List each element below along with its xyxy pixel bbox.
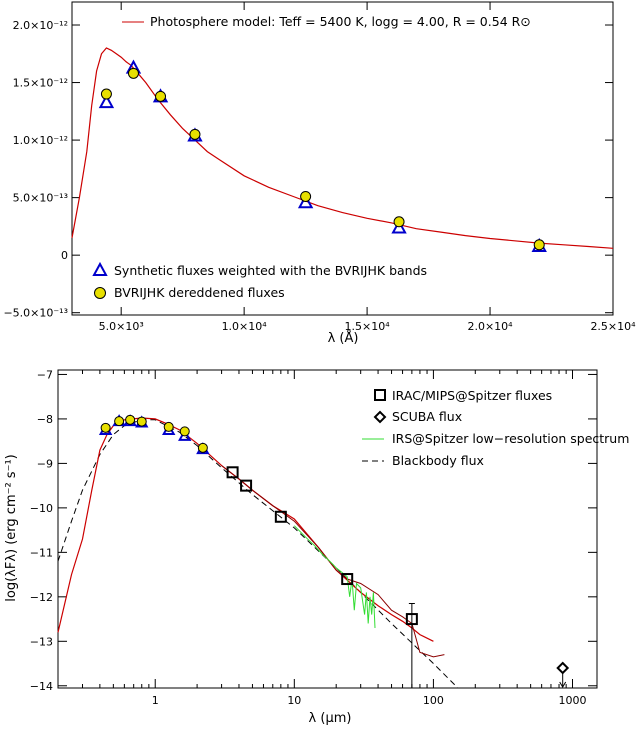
legend-scuba-marker-icon [373,410,387,424]
bottom-dereddened-flux-point [179,426,190,437]
top-y-tick-label: 1.0×10⁻¹² [13,134,68,147]
legend-blackbody-label: Blackbody flux [392,453,484,468]
top-plot-frame [71,1,614,316]
top-dereddened-flux-point [393,216,405,228]
top-x-ticks: 5.0×10³ 1.0×10⁴ 1.5×10⁴ 2.0×10⁴ 2.5×10⁴ [99,2,636,333]
bottom-y-tick-label: −13 [30,635,53,648]
legend-dereddened-marker-icon [94,287,106,299]
top-x-tick-label: 2.0×10⁴ [467,320,513,333]
top-y-tick-label: 1.5×10⁻¹² [13,77,68,90]
bottom-legend: IRAC/MIPS@Spitzer fluxes SCUBA flux IRS@… [362,388,629,468]
legend-dereddened-label: BVRIJHK dereddened fluxes [114,285,285,300]
bottom-irac-flux-point [341,573,354,586]
bottom-series [57,414,570,689]
bottom-y-axis-label: log(λFλ) (erg cm⁻² s⁻¹) [4,454,19,601]
top-y-tick-label: 0 [61,249,68,262]
top-x-tick-label: 5.0×10³ [99,320,144,333]
bottom-dereddened-flux-point [136,416,147,427]
bottom-irac-flux-point [226,466,239,479]
top-y-tick-label: 2.0×10⁻¹² [13,19,68,32]
bottom-scuba-arrow-icon [559,681,567,688]
top-x-tick-label: 1.5×10⁴ [345,320,391,333]
bottom-irs-spectrum-line [293,525,376,629]
bottom-x-tick-label: 1000 [559,694,587,707]
legend-synthetic-marker-icon [92,261,108,276]
top-synthetic-flux-point [391,219,407,234]
bottom-irac-flux-point [274,510,287,523]
top-y-tick-label: −5.0×10⁻¹³ [3,307,68,320]
bottom-dereddened-flux-point [197,442,208,453]
bottom-y-tick-label: −9 [37,457,53,470]
bottom-y-tick-label: −7 [37,368,53,381]
bottom-x-axis-label: λ (μm) [309,711,352,726]
bottom-y-tick-label: −8 [37,413,53,426]
legend-model-label: Photosphere model: Teff = 5400 K, logg =… [150,14,531,29]
top-series [71,47,614,252]
bottom-scuba-flux-point [556,661,570,675]
top-y-tick-label: 5.0×10⁻¹³ [13,192,68,205]
bottom-y-ticks: −14 −13 −12 −11 −10 −9 −8 −7 [30,368,597,693]
bottom-y-tick-label: −10 [30,502,53,515]
top-synthetic-flux-point [297,194,314,209]
top-x-tick-label: 2.5×10⁴ [590,320,636,333]
top-dereddened-flux-point [300,190,312,202]
bottom-dereddened-flux-point [114,416,125,427]
top-y-ticks: −5.0×10⁻¹³ 0 5.0×10⁻¹³ 1.0×10⁻¹² 1.5×10⁻¹² 2.… [3,19,613,320]
sed-panel: 1 10 100 1000 −14−13−12−11−10−9−8−7 λ (μm) … [4,368,629,726]
legend-irac-marker-icon [374,389,386,401]
legend-scuba-label: SCUBA flux [392,409,462,424]
top-dereddened-flux-point [189,128,201,140]
bottom-plot-frame [57,369,598,689]
bottom-dereddened-flux-point [163,421,174,432]
bottom-irac-flux-point [405,613,418,626]
top-dereddened-flux-point [127,67,139,79]
top-x-axis-label: λ (Å) [328,330,359,346]
legend-irac-label: IRAC/MIPS@Spitzer fluxes [392,388,552,403]
top-synthetic-flux-point [98,94,115,109]
bottom-x-ticks: 1 10 100 1000 [81,370,587,707]
bottom-y-tick-label: −12 [30,591,53,604]
top-x-tick-label: 1.0×10⁴ [222,320,268,333]
bottom-x-tick-label: 10 [287,694,301,707]
bottom-y-tick-label: −14 [30,680,53,693]
legend-irs-label: IRS@Spitzer low−resolution spectrum [392,431,629,446]
top-legend: Photosphere model: Teff = 5400 K, logg =… [92,14,531,300]
bottom-x-tick-label: 100 [423,694,444,707]
bottom-irac-flux-point [240,479,253,492]
bottom-dereddened-flux-point [100,422,111,433]
bottom-x-tick-label: 1 [152,694,159,707]
bottom-y-tick-label: −11 [30,546,53,559]
bottom-model-spectrum-line [57,417,434,642]
top-dereddened-flux-point [100,88,112,100]
bottom-dereddened-flux-point [125,414,136,425]
bottom-fit-line [221,465,445,658]
top-dereddened-flux-point [533,239,545,251]
top-dereddened-flux-point [155,90,167,102]
legend-synthetic-label: Synthetic fluxes weighted with the BVRIJ… [114,263,427,278]
top-model-spectrum-line [71,47,614,249]
optical-flux-panel: 5.0×10³ 1.0×10⁴ 1.5×10⁴ 2.0×10⁴ 2.5×10⁴ −5.0… [3,1,636,346]
